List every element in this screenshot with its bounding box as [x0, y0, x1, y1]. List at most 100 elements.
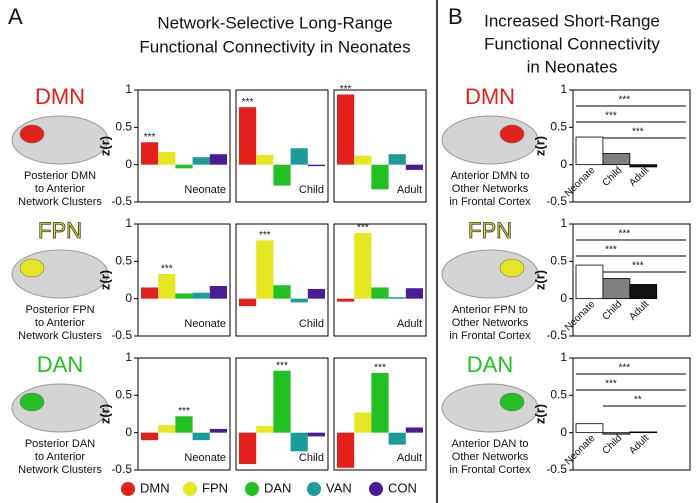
y-axis-label: z(r) [532, 136, 547, 156]
plot-frame [333, 89, 427, 203]
significance: *** [357, 223, 369, 234]
y-tick-label: 0.5 [115, 254, 132, 268]
bar [158, 274, 176, 299]
bar [239, 107, 257, 165]
y-tick-label: 1 [560, 82, 567, 96]
plot-frame [572, 357, 691, 471]
bar [602, 432, 631, 435]
significance: *** [161, 264, 173, 275]
bar [307, 432, 325, 437]
significance: ** [634, 395, 642, 406]
y-tick-label: 0.5 [115, 388, 132, 402]
y-tick-label: -0.5 [546, 328, 567, 342]
significance: *** [605, 111, 617, 122]
brain-region [19, 392, 45, 412]
bar [273, 164, 291, 186]
description: Anterior FPN to [452, 304, 528, 316]
bar [575, 423, 604, 434]
brain-region [499, 124, 525, 144]
bar [405, 427, 423, 433]
bar [158, 151, 176, 165]
y-axis-label: z(r) [97, 404, 112, 424]
bar [388, 154, 406, 165]
y-tick-label: 0.5 [550, 120, 567, 134]
network-label: DAN [467, 352, 513, 377]
description: to Anterior [35, 451, 85, 463]
legend-label: DMN [140, 480, 170, 495]
y-axis-label: z(r) [532, 404, 547, 424]
panel-title: Increased Short-Range [484, 11, 660, 30]
legend-label: CON [388, 480, 417, 495]
brain [441, 249, 539, 299]
bar [337, 298, 355, 302]
y-tick-label: -0.5 [111, 194, 132, 208]
legend-swatch [245, 482, 259, 496]
description: Posterior DAN [25, 438, 95, 450]
y-tick-label: -0.5 [546, 194, 567, 208]
legend-label: VAN [326, 480, 352, 495]
y-tick-label: 0 [125, 425, 132, 439]
bar [354, 155, 372, 165]
significance: *** [619, 229, 631, 240]
description: in Frontal Cortex [449, 330, 531, 342]
bar [629, 431, 658, 434]
network-label: DAN [37, 352, 83, 377]
group-label: Neonate [184, 184, 226, 196]
bar [290, 298, 308, 303]
bar [273, 285, 291, 299]
description: to Anterior [35, 183, 85, 195]
group-label: Adult [397, 318, 422, 330]
description: Posterior FPN [25, 304, 94, 316]
y-tick-label: 0 [560, 425, 567, 439]
bar [273, 370, 291, 433]
description: Network Clusters [18, 464, 102, 476]
bar [602, 153, 631, 166]
y-tick-label: 0.5 [115, 120, 132, 134]
bar [256, 425, 274, 433]
brain-region [19, 258, 45, 278]
bar [290, 432, 308, 452]
significance: *** [619, 95, 631, 106]
significance: *** [632, 127, 644, 138]
bar [209, 285, 227, 299]
bar [371, 287, 389, 299]
panel-title: Network-Selective Long-Range [157, 13, 392, 32]
bar [290, 148, 308, 165]
bar [629, 284, 658, 300]
significance: *** [374, 363, 386, 374]
significance: *** [619, 363, 631, 374]
bar [175, 164, 193, 169]
description: Other Networks [452, 451, 529, 463]
bar [256, 154, 274, 165]
significance: *** [605, 379, 617, 390]
network-label: DMN [465, 84, 515, 109]
brain-region [499, 258, 525, 278]
significance: *** [144, 132, 156, 143]
group-label: Child [299, 318, 324, 330]
description: to Anterior [35, 317, 85, 329]
bar [141, 287, 159, 299]
y-tick-label: 1 [125, 82, 132, 96]
significance: *** [259, 230, 271, 241]
bar [388, 297, 406, 299]
bar [371, 164, 389, 190]
panel-title: in Neonates [527, 57, 618, 76]
bar [307, 164, 325, 167]
bar [158, 425, 176, 433]
bar [239, 432, 257, 465]
brain-region [499, 392, 525, 412]
bar [388, 432, 406, 445]
bar [602, 278, 631, 300]
bar [354, 232, 372, 299]
y-tick-label: 0.5 [550, 388, 567, 402]
bar [141, 432, 159, 441]
plot-frame [235, 357, 329, 471]
legend-swatch [307, 482, 321, 496]
y-tick-label: 1 [125, 350, 132, 364]
significance: *** [605, 245, 617, 256]
network-label: FPN [468, 218, 512, 243]
group-label: Child [299, 452, 324, 464]
